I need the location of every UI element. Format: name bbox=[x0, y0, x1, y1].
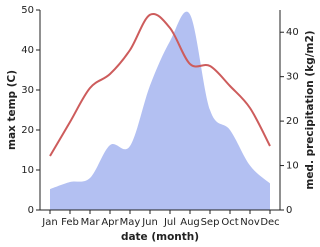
x-tick-label: Oct bbox=[221, 217, 238, 228]
x-tick-label: Jan bbox=[41, 217, 57, 228]
x-axis-label: date (month) bbox=[121, 231, 199, 243]
temp-line bbox=[49, 12, 271, 157]
y-tick-label: 30 bbox=[21, 85, 34, 96]
x-tick-label: Dec bbox=[260, 217, 279, 228]
x-tick-label: Aug bbox=[180, 217, 200, 228]
y2-axis-label: med. precipitation (kg/m2) bbox=[304, 30, 316, 189]
x-tick-label: Apr bbox=[101, 217, 119, 228]
y-axis-label: max temp (C) bbox=[6, 70, 18, 150]
x-tick-label: Feb bbox=[61, 217, 79, 228]
y2-tick-label: 20 bbox=[286, 116, 299, 127]
x-tick-label: Mar bbox=[81, 217, 101, 228]
y2-tick-label: 40 bbox=[286, 27, 299, 38]
y2-tick-label: 10 bbox=[286, 161, 299, 172]
y-tick-label: 20 bbox=[21, 125, 34, 136]
y-tick-label: 0 bbox=[28, 205, 34, 216]
x-tick-label: Jun bbox=[141, 217, 158, 228]
y2-tick-label: 0 bbox=[286, 205, 292, 216]
x-tick-label: Nov bbox=[240, 217, 260, 228]
y-tick-label: 10 bbox=[21, 165, 34, 176]
y-tick-label: 50 bbox=[21, 5, 34, 16]
y-tick-label: 40 bbox=[21, 45, 34, 56]
x-tick-label: May bbox=[120, 217, 141, 228]
x-tick-label: Sep bbox=[201, 217, 220, 228]
y2-tick-label: 30 bbox=[286, 72, 299, 83]
x-tick-label: Jul bbox=[163, 217, 176, 228]
precipitation-area bbox=[50, 11, 270, 210]
